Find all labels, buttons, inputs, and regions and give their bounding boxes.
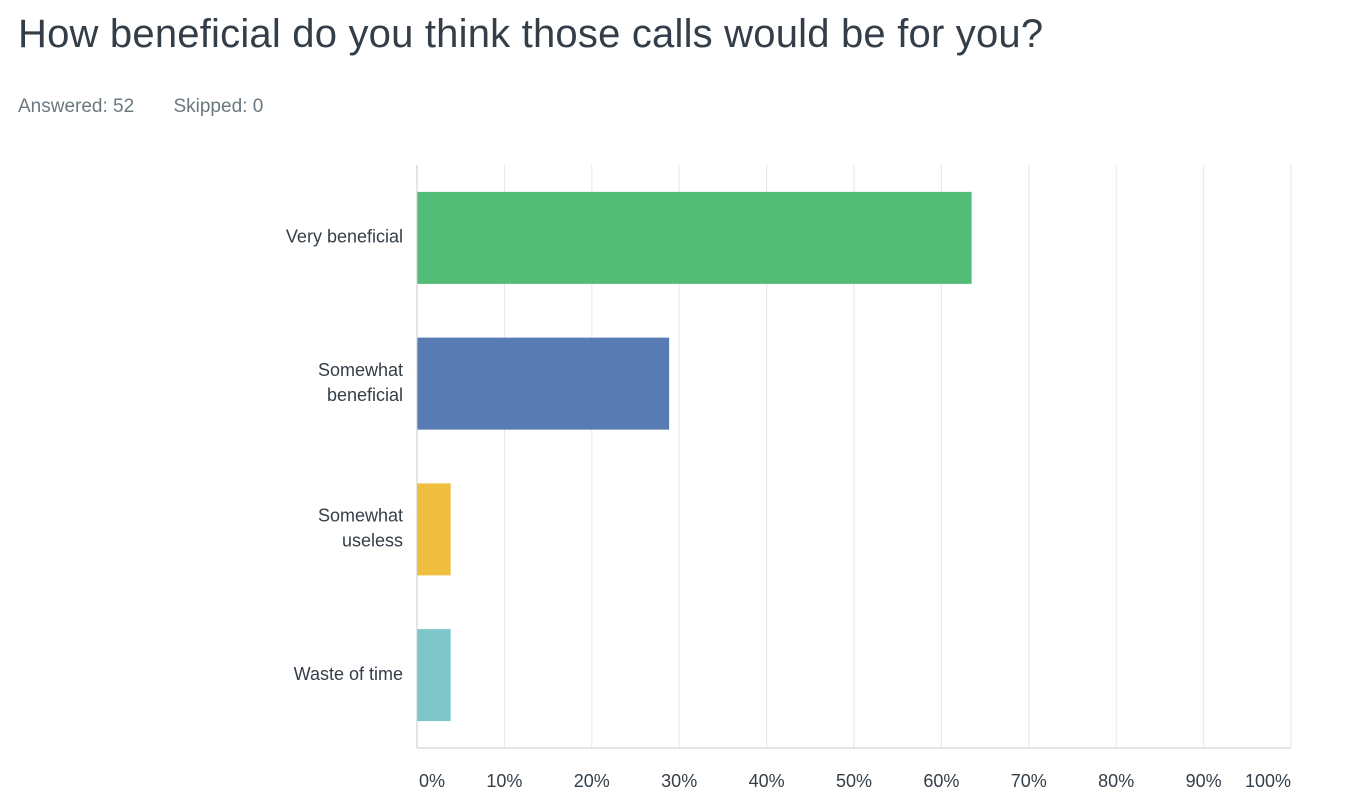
answered-count: Answered: 52 <box>18 96 135 117</box>
category-label: Very beneficial <box>286 227 403 247</box>
bar-2 <box>417 483 451 576</box>
question-title: How beneficial do you think those calls … <box>18 12 1044 56</box>
bar-3 <box>417 629 451 722</box>
category-label: Somewhat <box>318 360 403 380</box>
bar-0 <box>417 191 972 284</box>
response-stats: Answered: 52 Skipped: 0 <box>18 96 263 118</box>
x-tick-label: 40% <box>749 771 785 791</box>
x-tick-label: 10% <box>486 771 522 791</box>
category-label: Waste of time <box>294 664 403 684</box>
bar-1 <box>417 337 670 430</box>
x-tick-label: 20% <box>574 771 610 791</box>
skipped-count: Skipped: 0 <box>173 96 264 117</box>
category-label: beneficial <box>327 385 403 405</box>
x-tick-label: 70% <box>1011 771 1047 791</box>
x-tick-label: 100% <box>1245 771 1291 791</box>
x-tick-label: 30% <box>661 771 697 791</box>
category-label: useless <box>342 531 403 551</box>
x-tick-label: 50% <box>836 771 872 791</box>
x-tick-label: 60% <box>923 771 959 791</box>
category-label: Somewhat <box>318 506 403 526</box>
x-tick-label: 90% <box>1186 771 1222 791</box>
x-tick-label: 80% <box>1098 771 1134 791</box>
x-tick-label: 0% <box>419 771 445 791</box>
